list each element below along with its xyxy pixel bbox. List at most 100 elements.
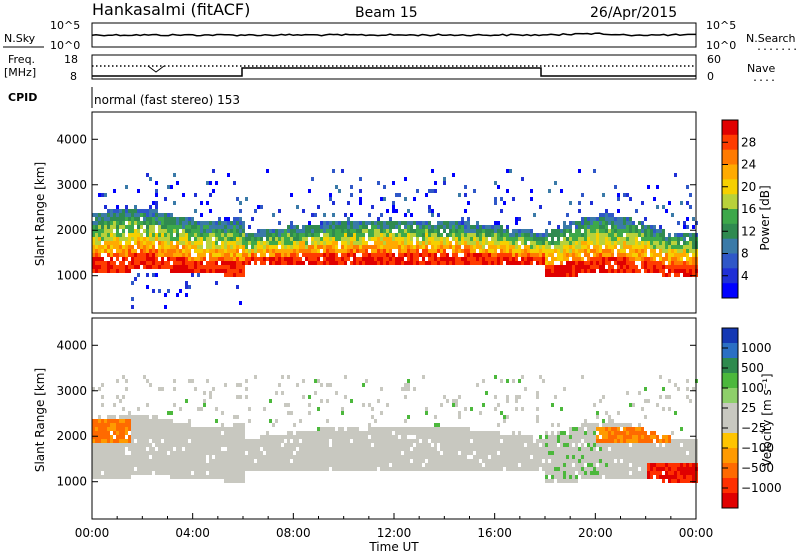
heatmap-cell xyxy=(332,225,335,229)
heatmap-cell xyxy=(107,213,110,217)
heatmap-cell xyxy=(101,403,104,407)
heatmap-cell xyxy=(431,229,434,233)
heatmap-cell xyxy=(269,455,272,459)
heatmap-cell xyxy=(485,225,488,229)
heatmap-cell xyxy=(161,387,164,391)
heatmap-cell xyxy=(251,455,254,459)
heatmap-cell xyxy=(380,447,383,451)
heatmap-cell xyxy=(401,221,404,225)
heatmap-cell xyxy=(143,375,146,379)
heatmap-cell xyxy=(533,443,536,447)
heatmap-cell xyxy=(302,209,305,213)
heatmap-cell xyxy=(398,245,401,249)
heatmap-cell xyxy=(287,245,290,249)
heatmap-cell xyxy=(281,257,284,261)
heatmap-cell xyxy=(608,431,611,435)
heatmap-cell xyxy=(140,253,143,257)
heatmap-cell xyxy=(518,435,521,439)
heatmap-cell xyxy=(554,443,557,447)
heatmap-cell xyxy=(338,189,341,193)
heatmap-cell xyxy=(188,261,191,265)
heatmap-cell xyxy=(524,463,527,467)
heatmap-cell xyxy=(572,241,575,245)
heatmap-cell xyxy=(563,479,566,483)
heatmap-cell xyxy=(233,225,236,229)
heatmap-cell xyxy=(365,253,368,257)
heatmap-cell xyxy=(311,253,314,257)
heatmap-cell xyxy=(611,459,614,463)
heatmap-cell xyxy=(542,257,545,261)
heatmap-cell xyxy=(314,249,317,253)
heatmap-cell xyxy=(416,427,419,431)
heatmap-cell xyxy=(362,451,365,455)
heatmap-cell xyxy=(449,467,452,471)
heatmap-cell xyxy=(671,467,674,471)
heatmap-cell xyxy=(527,439,530,443)
heatmap-cell xyxy=(212,451,215,455)
heatmap-cell xyxy=(194,459,197,463)
heatmap-cell xyxy=(302,253,305,257)
heatmap-cell xyxy=(473,443,476,447)
heatmap-cell xyxy=(350,185,353,189)
heatmap-cell xyxy=(440,403,443,407)
heatmap-cell xyxy=(134,447,137,451)
heatmap-cell xyxy=(107,463,110,467)
heatmap-cell xyxy=(452,463,455,467)
heatmap-cell xyxy=(197,233,200,237)
heatmap-cell xyxy=(599,257,602,261)
heatmap-cell xyxy=(101,463,104,467)
heatmap-cell xyxy=(323,435,326,439)
heatmap-cell xyxy=(398,193,401,197)
heatmap-cell xyxy=(167,249,170,253)
heatmap-cell xyxy=(188,447,191,451)
heatmap-cell xyxy=(614,451,617,455)
heatmap-cell xyxy=(200,253,203,257)
heatmap-cell xyxy=(233,467,236,471)
heatmap-cell xyxy=(689,193,692,197)
heatmap-cell xyxy=(395,463,398,467)
heatmap-cell xyxy=(239,427,242,431)
heatmap-cell xyxy=(203,431,206,435)
heatmap-cell xyxy=(602,463,605,467)
heatmap-cell xyxy=(182,435,185,439)
heatmap-cell xyxy=(191,221,194,225)
heatmap-cell xyxy=(575,435,578,439)
heatmap-cell xyxy=(677,455,680,459)
heatmap-cell xyxy=(191,447,194,451)
heatmap-cell xyxy=(278,439,281,443)
heatmap-cell xyxy=(404,427,407,431)
heatmap-cell xyxy=(377,237,380,241)
heatmap-cell xyxy=(563,443,566,447)
heatmap-cell xyxy=(377,455,380,459)
heatmap-cell xyxy=(557,467,560,471)
heatmap-cell xyxy=(269,237,272,241)
heatmap-cell xyxy=(245,455,248,459)
heatmap-cell xyxy=(230,237,233,241)
heatmap-cell xyxy=(278,455,281,459)
heatmap-cell xyxy=(575,459,578,463)
heatmap-cell xyxy=(665,451,668,455)
heatmap-cell xyxy=(224,451,227,455)
heatmap-cell xyxy=(437,423,440,427)
heatmap-cell xyxy=(419,451,422,455)
heatmap-cell xyxy=(110,257,113,261)
heatmap-cell xyxy=(335,257,338,261)
heatmap-cell xyxy=(365,439,368,443)
heatmap-cell xyxy=(593,265,596,269)
heatmap-cell xyxy=(137,459,140,463)
heatmap-cell xyxy=(101,229,104,233)
heatmap-cell xyxy=(344,375,347,379)
heatmap-cell xyxy=(377,241,380,245)
heatmap-cell xyxy=(185,467,188,471)
heatmap-cell xyxy=(167,439,170,443)
heatmap-cell xyxy=(197,463,200,467)
heatmap-cell xyxy=(542,447,545,451)
noise-left-tick-top: 10^5 xyxy=(50,19,80,32)
heatmap-cell xyxy=(650,245,653,249)
heatmap-cell xyxy=(563,257,566,261)
heatmap-cell xyxy=(443,177,446,181)
heatmap-cell xyxy=(98,471,101,475)
heatmap-cell xyxy=(128,427,131,431)
heatmap-cell xyxy=(491,225,494,229)
heatmap-cell xyxy=(605,439,608,443)
